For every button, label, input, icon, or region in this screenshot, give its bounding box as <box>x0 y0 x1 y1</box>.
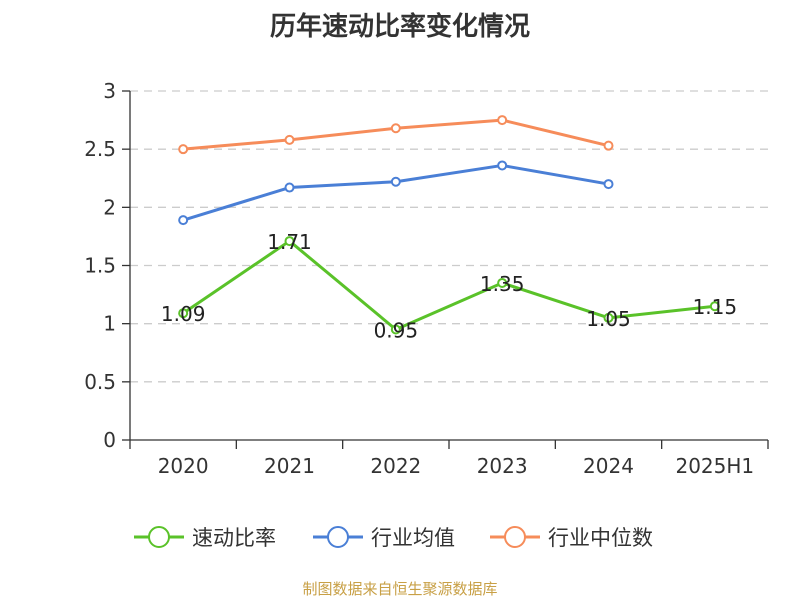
x-tick-label: 2024 <box>583 454 634 478</box>
series-lines <box>178 115 720 335</box>
x-tick-label: 2020 <box>158 454 209 478</box>
data-label: 1.71 <box>267 230 312 254</box>
data-point <box>497 115 508 126</box>
data-point <box>284 182 295 193</box>
data-point <box>497 160 508 171</box>
legend-label: 行业均值 <box>371 526 455 550</box>
data-label: 1.35 <box>480 272 525 296</box>
legend: 速动比率 行业均值 行业中位数 <box>134 526 653 550</box>
y-tick-label: 2 <box>103 195 116 219</box>
y-tick-label: 3 <box>103 79 116 103</box>
legend-marker <box>327 526 349 548</box>
y-tick-label: 2.5 <box>84 137 116 161</box>
data-label: 1.09 <box>161 302 206 326</box>
data-point <box>178 308 189 319</box>
data-point <box>603 312 614 323</box>
data-point <box>603 140 614 151</box>
data-label: 1.05 <box>586 307 631 331</box>
x-tick-label: 2021 <box>264 454 315 478</box>
legend-marker <box>504 526 526 548</box>
chart-title: 历年速动比率变化情况 <box>269 12 530 42</box>
data-point <box>709 301 720 312</box>
data-point <box>284 236 295 247</box>
data-point <box>178 144 189 155</box>
y-tick-label: 0 <box>103 428 116 452</box>
legend-label: 行业中位数 <box>548 526 653 550</box>
data-point <box>390 176 401 187</box>
axes: 0 0.5 1 1.5 2 2.5 3 2020 2021 2022 2023 2024 2025H1 <box>84 79 769 478</box>
legend-label: 速动比率 <box>192 526 276 550</box>
data-label: 1.15 <box>693 295 738 319</box>
data-point <box>284 134 295 145</box>
data-point <box>390 123 401 134</box>
data-point <box>390 324 401 335</box>
series-line-0 <box>182 239 715 331</box>
x-tick-label: 2023 <box>477 454 528 478</box>
legend-marker <box>148 526 170 548</box>
y-tick-label: 0.5 <box>84 370 116 394</box>
data-labels: 1.09 1.71 0.95 1.35 1.05 1.15 <box>161 230 737 342</box>
data-point <box>497 277 508 288</box>
x-tick-label: 2022 <box>370 454 421 478</box>
data-point <box>178 215 189 226</box>
x-tick-label: 2025H1 <box>675 454 754 478</box>
data-point <box>603 179 614 190</box>
grid-lines <box>130 90 768 383</box>
source-note: 制图数据来自恒生聚源数据库 <box>302 580 498 598</box>
data-label: 0.95 <box>374 318 419 342</box>
series-line-1 <box>182 163 609 222</box>
y-tick-label: 1 <box>103 312 116 336</box>
y-tick-label: 1.5 <box>84 254 116 278</box>
